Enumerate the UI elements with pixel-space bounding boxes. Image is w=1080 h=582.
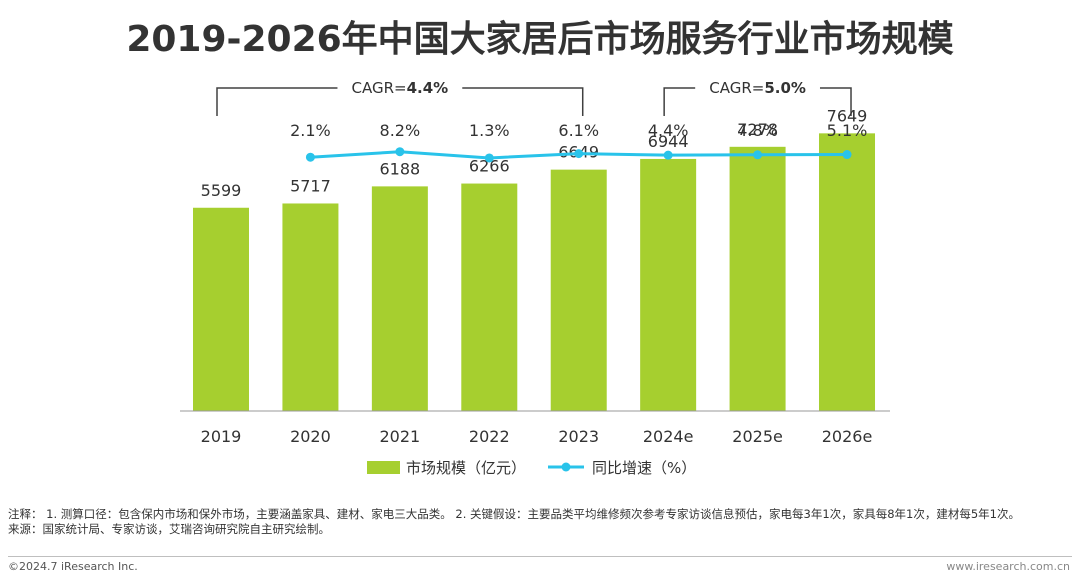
growth-value-label: 2.1% xyxy=(290,121,331,140)
cagr-label: CAGR=4.4% xyxy=(352,79,449,97)
legend-label-growth: 同比增速（%） xyxy=(592,459,696,477)
copyright: ©2024.7 iResearch Inc. xyxy=(8,560,138,573)
footnote: 注释： 1. 测算口径：包含保内市场和保外市场，主要涵盖家具、建材、家电三大品类… xyxy=(8,507,1020,521)
bar-series: 55995717618862666649694472787649 xyxy=(193,106,876,411)
cagr-label: CAGR=5.0% xyxy=(709,79,806,97)
x-tick-label: 2026e xyxy=(822,427,873,446)
x-tick-label: 2025e xyxy=(732,427,783,446)
growth-value-label: 8.2% xyxy=(380,121,421,140)
bar-2022 xyxy=(461,183,518,411)
x-tick-label: 2024e xyxy=(643,427,694,446)
cagr-label-value: 4.4% xyxy=(407,79,449,97)
cagr-label-prefix: CAGR= xyxy=(709,79,764,97)
bar-value-label: 5599 xyxy=(201,181,242,200)
growth-point-2021 xyxy=(395,147,405,157)
x-tick-label: 2020 xyxy=(290,427,331,446)
bar-value-label: 6944 xyxy=(648,132,689,151)
growth-point-2024e xyxy=(663,150,673,160)
website-link[interactable]: www.iresearch.com.cn xyxy=(946,560,1070,573)
x-tick-label: 2021 xyxy=(380,427,421,446)
legend-label-market-size: 市场规模（亿元） xyxy=(406,459,526,477)
legend-swatch-market-size xyxy=(367,461,400,474)
x-tick-label: 2022 xyxy=(469,427,510,446)
cagr-bracket-right xyxy=(819,87,852,116)
growth-value-label: 4.8% xyxy=(737,121,778,140)
footer-notes: 注释： 1. 测算口径：包含保内市场和保外市场，主要涵盖家具、建材、家电三大品类… xyxy=(8,507,1072,537)
bar-value-label: 5717 xyxy=(290,176,331,195)
cagr-label-prefix: CAGR= xyxy=(352,79,407,97)
x-tick-label: 2023 xyxy=(558,427,599,446)
growth-value-label: 5.1% xyxy=(827,121,868,140)
growth-point-2020 xyxy=(305,152,315,162)
bar-2019 xyxy=(193,207,249,411)
growth-point-2025e xyxy=(753,150,763,160)
bar-2025e xyxy=(729,146,786,411)
growth-point-2026e xyxy=(842,150,852,160)
cagr-bracket-right xyxy=(462,87,584,116)
growth-value-label: 6.1% xyxy=(558,121,599,140)
chart: CAGR=4.4%CAGR=5.0% 559957176188626666496… xyxy=(180,79,890,477)
growth-point-2023 xyxy=(574,149,584,159)
growth-line-series: 2.1% 8.2% 1.3% 6.1% 4.4% 4.8% 5.1% xyxy=(290,121,868,163)
bar-value-label: 7278 xyxy=(737,120,778,139)
x-axis-ticks: 2019 2020 2021 2022 2023 2024e 2025e 2026e xyxy=(201,427,873,446)
legend-marker-growth xyxy=(561,462,571,472)
bar-value-label: 6188 xyxy=(380,159,421,178)
bar-value-label: 7649 xyxy=(827,106,868,125)
bar-value-label: 6266 xyxy=(469,157,510,176)
bar-2026e xyxy=(819,133,876,411)
bar-2023 xyxy=(550,169,607,411)
bar-2021 xyxy=(371,186,428,411)
bar-2024e xyxy=(640,158,697,411)
growth-value-label: 1.3% xyxy=(469,121,510,140)
cagr-bracket-left xyxy=(216,87,338,116)
chart-title: 2019-2026年中国大家居后市场服务行业市场规模 xyxy=(126,19,954,60)
growth-value-label: 4.4% xyxy=(648,121,689,140)
x-tick-label: 2019 xyxy=(201,427,242,446)
legend: 市场规模（亿元） 同比增速（%） xyxy=(367,459,696,477)
bar-2020 xyxy=(282,203,339,411)
footer-divider xyxy=(8,556,1072,557)
cagr-bracket-left xyxy=(663,87,696,116)
cagr-annotations: CAGR=4.4% CAGR=5.0% xyxy=(216,79,852,116)
cagr-label-value: 5.0% xyxy=(764,79,806,97)
source-note: 来源：国家统计局、专家访谈，艾瑞咨询研究院自主研究绘制。 xyxy=(8,522,330,536)
growth-point-2022 xyxy=(484,153,494,163)
